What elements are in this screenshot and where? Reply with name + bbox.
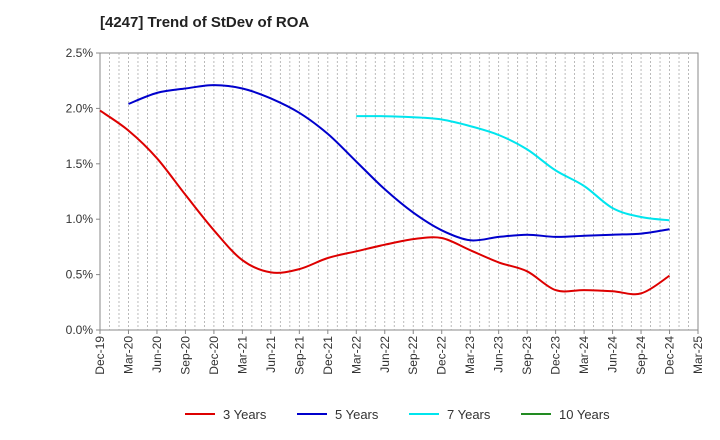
series-line-5-years — [128, 84, 670, 242]
plot-area — [99, 52, 699, 331]
x-tick-label: Dec-22 — [435, 336, 449, 375]
x-tick-label: Jun-20 — [150, 336, 164, 373]
x-tick-label: Sep-22 — [406, 336, 420, 375]
legend: 3 Years 5 Years 7 Years 10 Years — [185, 407, 610, 422]
y-tick-label: 1.0% — [66, 212, 94, 226]
y-tick-label: 0.0% — [66, 323, 94, 337]
x-tick-label: Jun-22 — [378, 336, 392, 373]
y-tick-label: 2.5% — [66, 46, 94, 60]
x-tick-label: Dec-21 — [321, 336, 335, 375]
x-tick-label: Jun-23 — [492, 336, 506, 373]
legend-label-3-years: 3 Years — [223, 407, 267, 422]
legend-label-7-years: 7 Years — [447, 407, 491, 422]
x-tick-label: Sep-21 — [292, 336, 306, 375]
chart-title: [4247] Trend of StDev of ROA — [100, 14, 310, 31]
y-tick-label: 0.5% — [66, 268, 94, 282]
x-tick-label: Sep-20 — [178, 336, 192, 375]
series-line-3-years — [99, 109, 671, 296]
x-tick-label: Dec-23 — [549, 336, 563, 375]
axis-layer: 0.0% 0.5% 1.0% 1.5% 2.0% 2.5% Dec-19 Mar-20 Jun-… — [66, 46, 705, 375]
x-tick-label: Mar-25 — [691, 336, 705, 374]
x-tick-label: Jun-21 — [264, 336, 278, 373]
legend-label-5-years: 5 Years — [335, 407, 379, 422]
y-tick-label: 1.5% — [66, 157, 94, 171]
x-tick-label: Mar-23 — [463, 336, 477, 374]
x-tick-label: Dec-19 — [93, 336, 107, 375]
series-layer — [99, 84, 671, 296]
x-tick-label: Mar-22 — [349, 336, 363, 374]
y-tick-label: 2.0% — [66, 101, 94, 115]
x-tick-label: Sep-23 — [520, 336, 534, 375]
x-tick-label: Sep-24 — [634, 336, 648, 375]
x-tick-label: Mar-20 — [121, 336, 135, 374]
x-tick-label: Dec-24 — [663, 336, 677, 375]
series-line-7-years — [356, 115, 670, 222]
x-tick-label: Mar-24 — [577, 336, 591, 374]
legend-label-10-years: 10 Years — [559, 407, 610, 422]
x-tick-label: Mar-21 — [235, 336, 249, 374]
x-tick-label: Jun-24 — [606, 336, 620, 373]
x-tick-label: Dec-20 — [207, 336, 221, 375]
